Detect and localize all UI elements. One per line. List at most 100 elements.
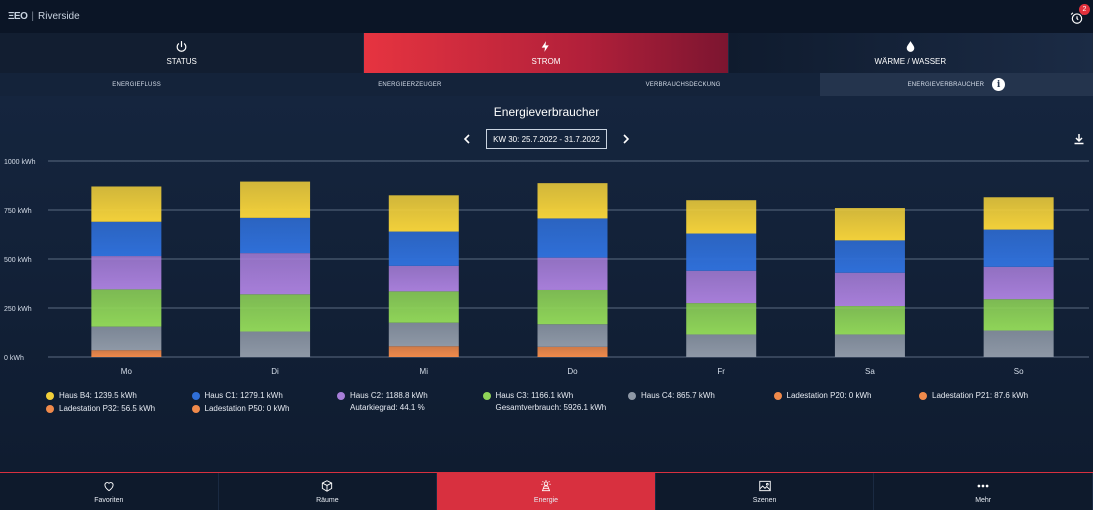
cube-icon bbox=[322, 480, 333, 492]
bar-segment bbox=[240, 217, 311, 254]
subtab-verbrauchsdeckung-label: VERBRAUCHSDECKUNG bbox=[645, 81, 721, 88]
legend-text: Ladestation P32: 56.5 kWh bbox=[59, 404, 156, 413]
alarm-button[interactable]: 2 bbox=[1069, 3, 1090, 25]
y-tick-label: 1000 kWh bbox=[4, 159, 36, 166]
bar-segment bbox=[834, 334, 905, 357]
bar-segment bbox=[537, 324, 608, 347]
bar-segment bbox=[686, 303, 757, 335]
bar-segment bbox=[537, 346, 608, 357]
x-tick-label: Mo bbox=[121, 367, 133, 376]
power-icon bbox=[176, 41, 187, 52]
legend-dot-ladestation-p20 bbox=[773, 391, 782, 400]
legend-dot-ladestation-p50 bbox=[191, 404, 200, 413]
legend-dot-haus-c3 bbox=[482, 391, 491, 400]
autarkiegrad-text: Autarkiegrad: 44.1 % bbox=[350, 403, 425, 412]
bar-segment bbox=[91, 289, 162, 327]
tab-strom-label: STROM bbox=[531, 57, 561, 66]
bottom-navigation: Favoriten Räume Energie Szenen Mehr bbox=[0, 472, 1093, 510]
lightning-icon bbox=[542, 41, 550, 52]
legend-text: Ladestation P20: 0 kWh bbox=[786, 391, 872, 400]
chart-panel: 0 kWh 250 kWh 500 kWh 750 kWh 1000 kWh Mo Di Mi… bbox=[0, 96, 1093, 472]
bar-segment bbox=[983, 197, 1054, 230]
bar-segment bbox=[834, 208, 905, 241]
tab-waerme-wasser[interactable]: WÄRME / WASSER bbox=[728, 33, 1093, 73]
sub-tabs: ENERGIEFLUSS ENERGIEERZEUGER VERBRAUCHSD… bbox=[0, 73, 1093, 96]
legend-item: Haus C3: 1166.1 kWh bbox=[482, 390, 629, 401]
tab-status[interactable]: STATUS bbox=[0, 33, 365, 73]
nav-szenen-label: Szenen bbox=[752, 497, 777, 504]
bar-segment bbox=[388, 346, 459, 357]
bar-segment bbox=[983, 266, 1054, 300]
bar-segment bbox=[834, 306, 905, 335]
y-tick-label: 500 kWh bbox=[4, 257, 32, 264]
info-icon[interactable]: i bbox=[992, 78, 1006, 91]
stacked-bar-chart: 0 kWh 250 kWh 500 kWh 750 kWh 1000 kWh Mo Di Mi… bbox=[4, 159, 1089, 376]
subtab-energieerzeuger[interactable]: ENERGIEERZEUGER bbox=[273, 73, 546, 96]
chevron-left-icon bbox=[463, 134, 470, 144]
legend-text: Ladestation P50: 0 kWh bbox=[204, 404, 290, 413]
bar-segment bbox=[537, 218, 608, 258]
bar-segment bbox=[686, 334, 757, 357]
legend-dot-haus-b4 bbox=[46, 391, 54, 400]
bar-segment bbox=[240, 331, 311, 357]
tab-waerme-wasser-label: WÄRME / WASSER bbox=[874, 57, 947, 66]
water-drop-icon bbox=[906, 41, 915, 52]
nav-mehr[interactable]: Mehr bbox=[874, 473, 1093, 510]
legend-item: Ladestation P32: 56.5 kWh bbox=[46, 403, 192, 414]
logo: ΞEO bbox=[8, 11, 28, 22]
next-week-button[interactable] bbox=[621, 133, 631, 145]
tab-strom[interactable]: STROM bbox=[364, 33, 729, 73]
subtab-verbrauchsdeckung[interactable]: VERBRAUCHSDECKUNG bbox=[547, 73, 820, 96]
bar-segment bbox=[834, 272, 905, 307]
bar-segment bbox=[537, 289, 608, 325]
y-tick-label: 0 kWh bbox=[4, 355, 24, 362]
nav-energie[interactable]: Energie bbox=[437, 473, 656, 510]
download-button[interactable] bbox=[1073, 132, 1085, 145]
x-tick-label: Sa bbox=[865, 367, 875, 376]
site-name: Riverside bbox=[38, 11, 80, 22]
legend-dot-haus-c2 bbox=[337, 391, 345, 400]
x-tick-label: So bbox=[1014, 367, 1024, 376]
bar-segment bbox=[388, 291, 459, 323]
bar-segment bbox=[834, 240, 905, 273]
more-dots-icon bbox=[977, 484, 989, 488]
legend-item: Haus C4: 865.7 kWh bbox=[628, 390, 774, 401]
x-tick-label: Di bbox=[271, 367, 279, 376]
bar-segment bbox=[240, 253, 311, 295]
x-tick-label: Mi bbox=[420, 367, 429, 376]
bar-segment bbox=[240, 181, 311, 218]
prev-week-button[interactable] bbox=[462, 133, 472, 145]
bar-segment bbox=[91, 186, 162, 222]
legend-item: Haus C1: 1279.1 kWh bbox=[191, 390, 338, 401]
bar-segment bbox=[388, 322, 459, 347]
week-selector[interactable]: KW 30: 25.7.2022 - 31.7.2022 bbox=[486, 129, 607, 149]
alarm-badge: 2 bbox=[1079, 3, 1090, 15]
bar-segment bbox=[686, 270, 757, 304]
brand: ΞEO | Riverside bbox=[8, 11, 80, 22]
subtab-energiefluss[interactable]: ENERGIEFLUSS bbox=[0, 73, 273, 96]
legend-item: Ladestation P20: 0 kWh bbox=[773, 390, 920, 401]
legend-item: Ladestation P21: 87.6 kWh bbox=[919, 390, 1065, 401]
nav-raeume[interactable]: Räume bbox=[219, 473, 438, 510]
chart-title: Energieverbraucher bbox=[493, 105, 600, 119]
bar-segment bbox=[91, 350, 162, 357]
y-tick-label: 250 kWh bbox=[4, 306, 32, 313]
top-bar: ΞEO | Riverside 2 bbox=[0, 0, 1093, 33]
subtab-energieverbraucher[interactable]: ENERGIEVERBRAUCHER i bbox=[819, 73, 1093, 96]
bar-segment bbox=[983, 299, 1054, 331]
legend-dot-ladestation-p21 bbox=[919, 391, 927, 400]
bar-segment bbox=[983, 229, 1054, 267]
x-tick-label: Do bbox=[567, 367, 578, 376]
bar-segment bbox=[388, 265, 459, 292]
download-icon bbox=[1074, 134, 1084, 145]
subtab-energieverbraucher-label: ENERGIEVERBRAUCHER bbox=[907, 81, 985, 88]
nav-favoriten[interactable]: Favoriten bbox=[0, 473, 219, 510]
nav-szenen[interactable]: Szenen bbox=[656, 473, 875, 510]
legend-text: Ladestation P21: 87.6 kWh bbox=[932, 391, 1029, 400]
bar-segment bbox=[91, 256, 162, 290]
bar-segment bbox=[91, 221, 162, 257]
subtab-energieerzeuger-label: ENERGIEERZEUGER bbox=[378, 81, 442, 88]
image-icon bbox=[758, 480, 771, 492]
y-tick-label: 750 kWh bbox=[4, 208, 32, 215]
bar-segment bbox=[983, 330, 1054, 357]
